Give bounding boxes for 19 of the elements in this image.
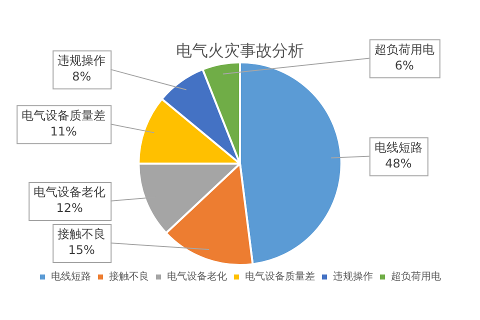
legend-label: 违规操作 <box>333 270 373 283</box>
legend-label: 电气设备质量差 <box>245 270 315 283</box>
slice-label: 电气设备质量差 <box>22 108 106 122</box>
data-label: 6% <box>394 58 414 72</box>
chart-title: 电气火灾事故分析 <box>176 40 304 60</box>
data-label: 12% <box>56 201 83 216</box>
slice-label: 电气设备老化 <box>34 185 106 200</box>
data-label: 11% <box>50 124 77 138</box>
legend-label: 电线短路 <box>51 270 91 283</box>
slice-label: 接触不良 <box>58 227 106 242</box>
legend-label: 电气设备老化 <box>167 270 227 283</box>
slice-label: 违规操作 <box>58 54 106 68</box>
legend-label: 超负荷用电 <box>391 270 441 283</box>
data-label: 48% <box>385 156 412 170</box>
slice-label: 超负荷用电 <box>374 42 434 56</box>
legend-label: 接触不良 <box>109 270 149 283</box>
slice-label: 电线短路 <box>374 140 422 154</box>
data-label: 15% <box>68 243 95 258</box>
data-label: 8% <box>72 70 92 84</box>
